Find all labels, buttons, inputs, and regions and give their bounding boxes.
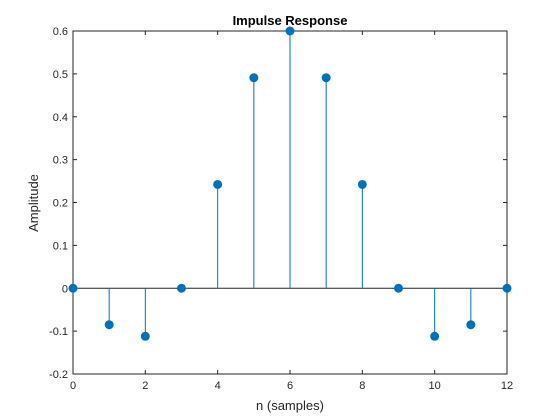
stem-marker [502, 283, 512, 293]
y-tick-label: 0 [62, 283, 68, 295]
y-tick-label: 0.4 [53, 112, 68, 124]
stem-marker [394, 283, 403, 293]
x-tick-label: 2 [142, 380, 148, 392]
plot-area: 0 2 4 6 8 10 12 -0.2 -0.1 0 0.1 0.2 0.3 0.4 0.5 0.6 [49, 26, 513, 392]
y-tick-label: -0.1 [49, 326, 68, 338]
stem-marker [249, 73, 259, 83]
x-tick-label: 6 [287, 380, 293, 392]
x-axis-label: n (samples) [256, 398, 324, 413]
y-tick-label: 0.1 [53, 240, 68, 252]
stem-marker [140, 331, 150, 341]
x-tick-label: 4 [215, 380, 221, 392]
y-tick-label: 0.3 [53, 155, 68, 167]
y-tick-label: 0.6 [53, 26, 68, 38]
y-tick-label: 0.2 [53, 198, 68, 210]
stem-marker [213, 179, 223, 189]
y-tick-label: 0.5 [53, 69, 68, 81]
chart-title: Impulse Response [233, 13, 348, 28]
x-tick-label: 10 [429, 380, 441, 392]
stem-marker [430, 331, 440, 341]
x-tick-label: 0 [70, 380, 76, 392]
stem-marker [104, 320, 114, 330]
x-tick-label: 12 [501, 380, 513, 392]
stem-marker [466, 320, 476, 330]
x-tick-label: 8 [359, 380, 365, 392]
y-tick-label: -0.2 [49, 369, 68, 381]
stem-marker [68, 283, 78, 293]
y-axis-label: Amplitude [26, 174, 41, 232]
stem-marker [321, 73, 331, 83]
stem-marker [357, 179, 367, 189]
stem-marker [285, 26, 295, 36]
stem-marker [177, 283, 186, 293]
